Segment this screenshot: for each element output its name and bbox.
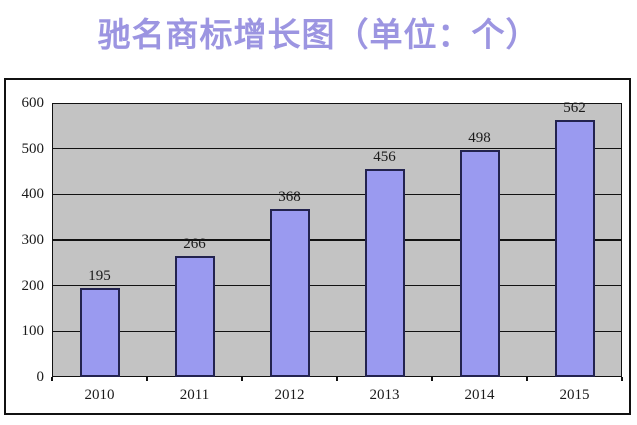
gridline-100 (52, 330, 622, 333)
y-axis-tick-label: 400 (21, 186, 45, 203)
x-axis-category-label: 2013 (369, 387, 400, 403)
x-axis-tick (336, 377, 338, 381)
x-axis-tick (51, 377, 53, 381)
y-axis-tick-label: 300 (21, 232, 45, 248)
x-axis-category-label: 2011 (179, 387, 210, 403)
x-axis-tick (241, 377, 243, 381)
gridline-300 (52, 239, 622, 241)
bar-value-label: 368 (278, 188, 301, 205)
x-axis-tick (526, 377, 528, 381)
bar-2012 (269, 208, 310, 377)
gridline-200 (52, 284, 622, 287)
bar-2011 (174, 255, 215, 377)
bar-value-label: 195 (88, 267, 111, 284)
bar-2015 (554, 120, 595, 377)
y-axis-tick-label: 500 (21, 140, 45, 157)
y-axis-tick-label: 200 (21, 277, 45, 294)
gridline-400 (52, 193, 622, 196)
x-axis-category-label: 2012 (274, 387, 305, 403)
bar-2010 (79, 287, 120, 377)
bar-2013 (364, 168, 405, 377)
y-axis-tick-label: 600 (21, 95, 45, 111)
x-axis-tick (621, 377, 623, 381)
x-axis-category-label: 2015 (559, 387, 590, 403)
gridline-500 (52, 147, 622, 150)
y-axis-tick-label: 100 (21, 323, 45, 340)
bar-value-label: 456 (373, 148, 396, 165)
bar-2014 (459, 149, 500, 377)
bar-value-label: 498 (468, 129, 491, 146)
bar-value-label: 562 (563, 100, 586, 117)
bar-value-label: 266 (183, 235, 206, 252)
chart-title: 驰名商标增长图（单位：个） (97, 18, 540, 54)
x-axis-tick (431, 377, 433, 381)
x-axis-tick (146, 377, 148, 381)
x-axis-category-label: 2014 (464, 387, 495, 403)
y-axis-tick-label: 0 (36, 369, 45, 385)
x-axis-category-label: 2010 (84, 387, 115, 403)
